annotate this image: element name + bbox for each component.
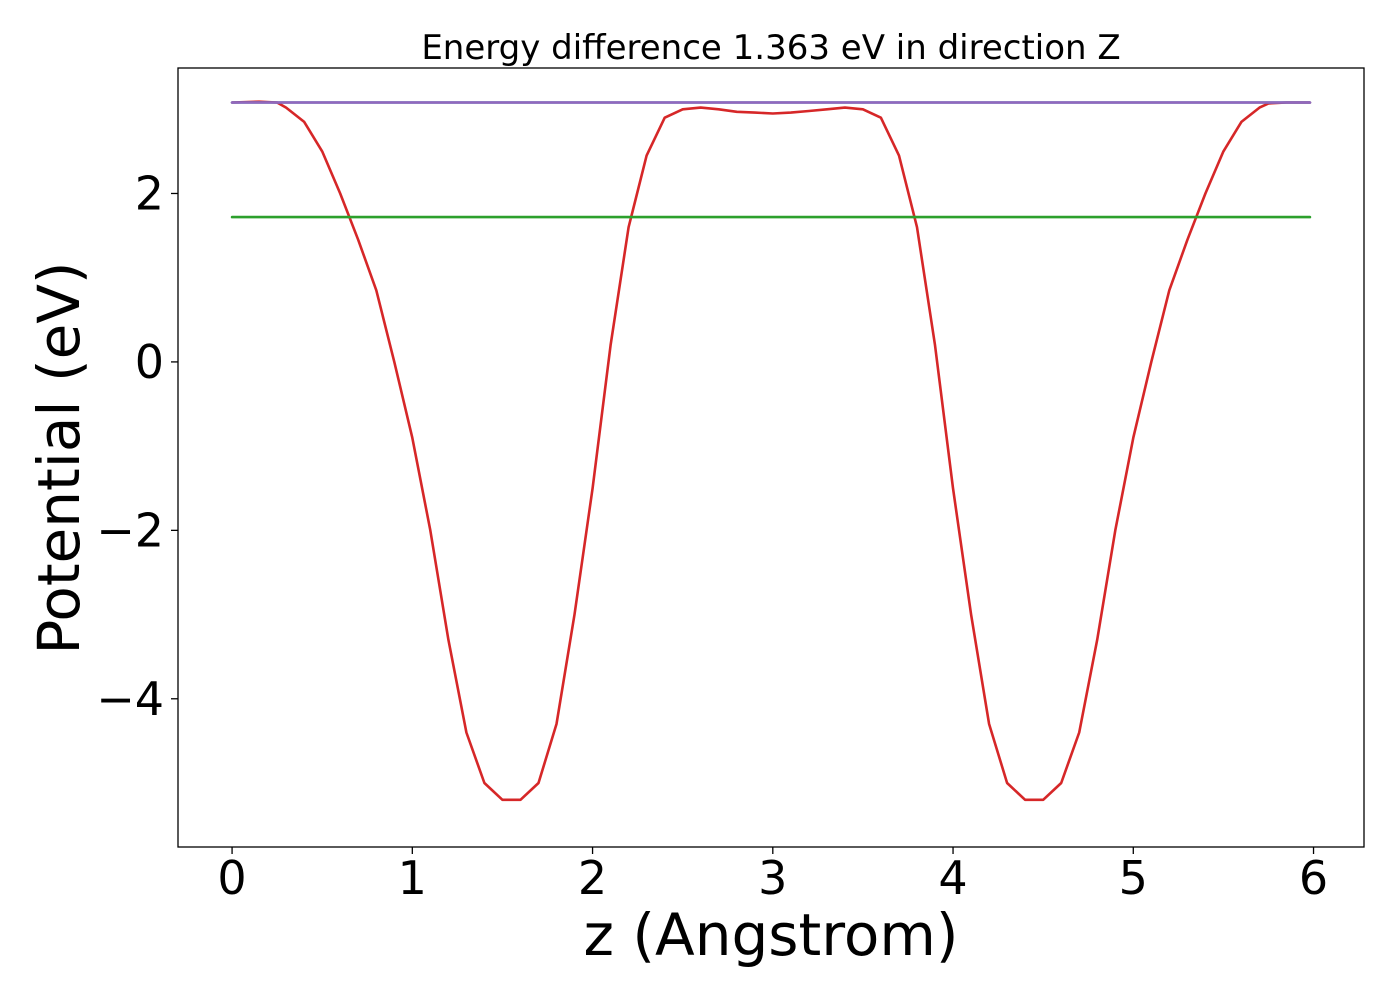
x-tick-label: 2 (578, 851, 607, 905)
y-tick-label: 2 (135, 166, 164, 220)
x-tick-label: 3 (758, 851, 787, 905)
x-tick-label: 4 (938, 851, 967, 905)
plot-frame (177, 67, 1365, 848)
y-tick-label: −4 (96, 672, 164, 726)
y-tick-label: 0 (135, 335, 164, 389)
series-line-1 (230, 100, 1312, 802)
chart-title: Energy difference 1.363 eV in direction … (421, 28, 1120, 68)
x-tick-label: 0 (217, 851, 246, 905)
x-tick-label: 1 (398, 851, 427, 905)
series-layer (230, 100, 1312, 802)
x-tick-label: 5 (1119, 851, 1148, 905)
x-axis-label: z (Angstrom) (584, 901, 959, 969)
x-axis-ticks: 0 1 2 3 4 5 6 (217, 847, 1328, 905)
x-tick-label: 6 (1299, 851, 1328, 905)
y-tick-label: −2 (96, 503, 164, 557)
y-axis-ticks: −4 −2 0 2 (96, 166, 178, 726)
y-axis-label: Potential (eV) (25, 261, 93, 654)
